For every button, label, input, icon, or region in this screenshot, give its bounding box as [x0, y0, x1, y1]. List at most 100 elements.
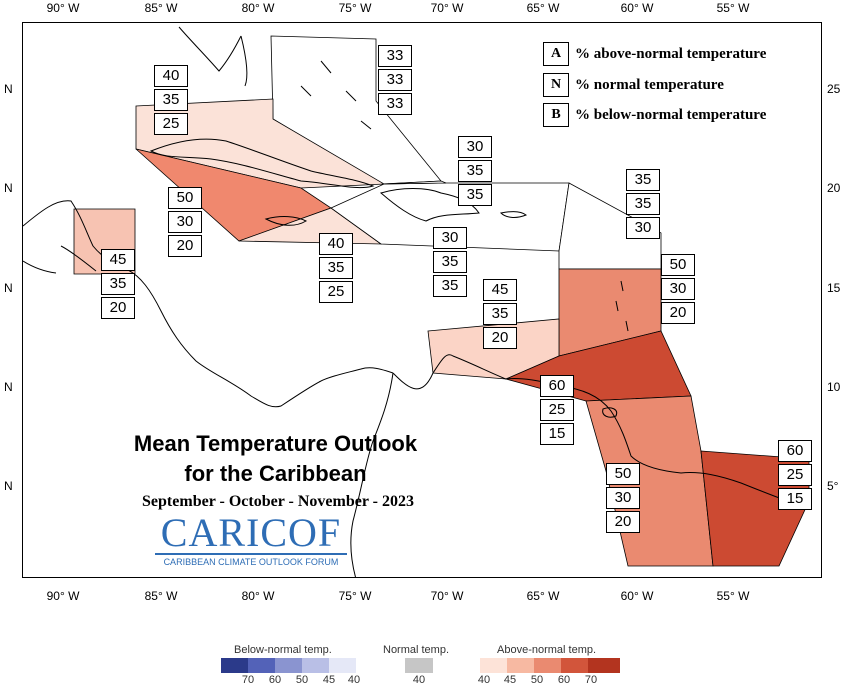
scale-swatch — [507, 658, 534, 673]
prob-above: 45 — [101, 249, 135, 271]
scale-tick: 70 — [584, 674, 598, 686]
prob-above: 60 — [540, 375, 574, 397]
scale-swatch — [561, 658, 588, 673]
scale-tick: 60 — [268, 674, 282, 686]
prob-below: 15 — [540, 423, 574, 445]
lat-tick-label: 15 — [827, 281, 841, 295]
scale-swatch — [275, 658, 302, 673]
lon-tick-label: 70° W — [430, 1, 464, 15]
prob-normal: 33 — [378, 69, 412, 91]
region-turks-caicos — [383, 180, 447, 185]
map-svg — [23, 26, 810, 577]
lat-tick-label: 20 — [827, 181, 841, 195]
legend-normal: N % normal temperature — [543, 73, 724, 97]
prob-above: 30 — [458, 136, 492, 158]
prob-box-jamaica: 40 35 25 — [319, 233, 353, 305]
prob-below: 30 — [626, 217, 660, 239]
logo-tagline: CARIBBEAN CLIMATE OUTLOOK FORUM — [163, 557, 339, 567]
lon-tick-label: 65° W — [526, 589, 560, 603]
lon-tick-label: 55° W — [716, 589, 750, 603]
prob-below: 20 — [168, 235, 202, 257]
lon-tick-label: 80° W — [241, 589, 275, 603]
prob-above: 35 — [626, 169, 660, 191]
lon-tick-label: 65° W — [526, 1, 560, 15]
lon-tick-label: 75° W — [338, 589, 372, 603]
prob-above: 40 — [154, 65, 188, 87]
islands — [149, 60, 629, 418]
scale-swatch — [248, 658, 275, 673]
scale-swatch — [329, 658, 356, 673]
prob-box-guyana: 50 30 20 — [606, 463, 640, 535]
scale-below-title: Below-normal temp. — [234, 644, 332, 656]
scale-swatch — [221, 658, 248, 673]
legend-key-text: % above-normal temperature — [575, 45, 767, 62]
prob-normal: 30 — [661, 278, 695, 300]
caricof-logo: CARICOF CARIBBEAN CLIMATE OUTLOOK FORUM — [151, 513, 351, 567]
prob-above: 50 — [168, 187, 202, 209]
scale-tick: 40 — [347, 674, 361, 686]
prob-box-windward: 50 30 20 — [661, 254, 695, 326]
prob-normal: 25 — [778, 464, 812, 486]
prob-normal: 35 — [626, 193, 660, 215]
prob-below: 20 — [661, 302, 695, 324]
legend-key-text: % below-normal temperature — [575, 106, 767, 123]
prob-below: 20 — [483, 327, 517, 349]
logo-wordmark: CARICOF — [160, 510, 342, 555]
prob-box-trinidad: 60 25 15 — [540, 375, 574, 447]
lon-tick-label: 90° W — [46, 589, 80, 603]
prob-below: 20 — [606, 511, 640, 533]
lon-tick-label: 90° W — [46, 1, 80, 15]
legend-above: A % above-normal temperature — [543, 42, 766, 66]
legend-key-text: % normal temperature — [575, 76, 724, 93]
legend-key-letter: N — [543, 73, 569, 97]
prob-box-abc-islands: 45 35 20 — [483, 279, 517, 351]
lon-tick-label: 70° W — [430, 589, 464, 603]
prob-above: 50 — [606, 463, 640, 485]
prob-normal: 35 — [458, 160, 492, 182]
scale-tick: 40 — [477, 674, 491, 686]
scale-normal-title: Normal temp. — [383, 644, 450, 656]
season-subtitle: September - October - November - 2023 — [142, 493, 414, 510]
prob-above: 33 — [378, 45, 412, 67]
legend-key-letter: A — [543, 42, 569, 66]
legend-below: B % below-normal temperature — [543, 103, 766, 127]
prob-above: 50 — [661, 254, 695, 276]
prob-box-suriname: 60 25 15 — [778, 440, 812, 512]
prob-box-turks-caicos: 30 35 35 — [458, 136, 492, 208]
lon-tick-label: 85° W — [144, 1, 178, 15]
lat-tick-label: N — [4, 181, 13, 195]
scale-tick: 50 — [295, 674, 309, 686]
prob-below: 25 — [154, 113, 188, 135]
lon-tick-label: 75° W — [338, 1, 372, 15]
scale-tick: 45 — [322, 674, 336, 686]
lat-tick-label: N — [4, 479, 13, 493]
lon-tick-label: 80° W — [241, 1, 275, 15]
prob-above: 45 — [483, 279, 517, 301]
prob-box-cayman: 50 30 20 — [168, 187, 202, 259]
lat-tick-label: 10 — [827, 380, 841, 394]
map-title: Mean Temperature Outlook — [133, 431, 418, 456]
lon-tick-label: 60° W — [620, 1, 654, 15]
prob-box-belize: 45 35 20 — [101, 249, 135, 321]
prob-box-leeward: 35 35 30 — [626, 169, 660, 241]
lon-tick-label: 85° W — [144, 589, 178, 603]
scale-swatch — [534, 658, 561, 673]
lat-tick-label: N — [4, 281, 13, 295]
prob-box-hispaniola: 30 35 35 — [433, 227, 467, 299]
prob-below: 15 — [778, 488, 812, 510]
scale-tick: 45 — [503, 674, 517, 686]
scale-swatch-normal — [405, 658, 433, 673]
lat-tick-label: 5° — [827, 479, 839, 493]
prob-normal: 35 — [319, 257, 353, 279]
lat-tick-label: N — [4, 82, 13, 96]
prob-below: 35 — [458, 184, 492, 206]
prob-below: 35 — [433, 275, 467, 297]
prob-below: 25 — [319, 281, 353, 303]
prob-normal: 35 — [433, 251, 467, 273]
lat-tick-label: 25 — [827, 82, 841, 96]
scale-tick: 40 — [412, 674, 426, 686]
logo-underline — [155, 553, 347, 555]
scale-tick: 70 — [241, 674, 255, 686]
prob-below: 20 — [101, 297, 135, 319]
prob-above: 60 — [778, 440, 812, 462]
